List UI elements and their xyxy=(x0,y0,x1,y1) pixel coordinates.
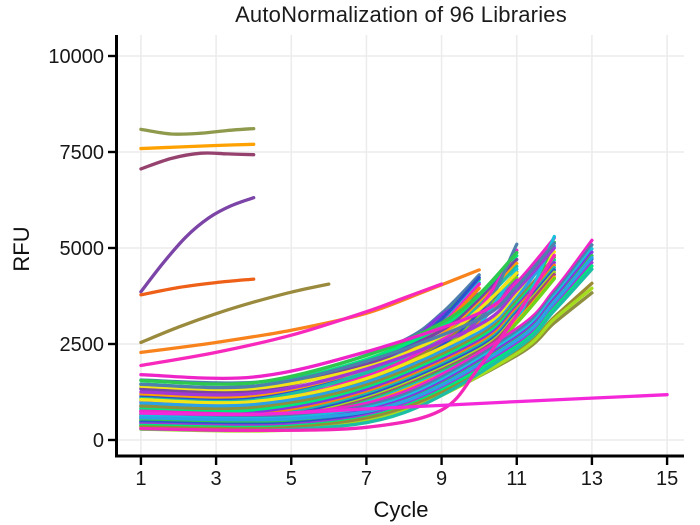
library-amplification-curve xyxy=(139,250,519,386)
x-axis-title: Cycle xyxy=(373,497,429,522)
library-amplification-curve xyxy=(139,236,556,380)
x-tick-label: 3 xyxy=(211,468,222,490)
library-amplification-curve xyxy=(139,282,444,368)
x-tick-label: 11 xyxy=(506,468,527,490)
library-amplification-curve xyxy=(139,255,594,422)
library-amplification-curve xyxy=(139,271,519,392)
library-amplification-curve xyxy=(139,253,556,433)
x-tick-label: 1 xyxy=(135,468,146,490)
x-tick-label: 15 xyxy=(656,468,678,490)
chart-title: AutoNormalization of 96 Libraries xyxy=(235,2,567,27)
library-amplification-curve xyxy=(139,282,331,345)
library-amplification-curve xyxy=(139,126,256,136)
library-amplification-curve xyxy=(139,244,556,408)
library-amplification-curve xyxy=(139,246,556,397)
library-amplification-curve xyxy=(139,243,594,419)
library-amplification-curve xyxy=(139,393,669,417)
library-amplification-curve xyxy=(139,250,556,405)
x-tick-label: 9 xyxy=(436,468,447,490)
x-tick-label: 7 xyxy=(361,468,372,490)
y-tick-label: 5000 xyxy=(60,238,105,260)
y-tick-label: 0 xyxy=(93,430,104,452)
y-tick-label: 7500 xyxy=(60,142,105,164)
library-amplification-curve xyxy=(139,257,519,394)
library-amplification-curve xyxy=(139,277,256,297)
x-tick-label: 5 xyxy=(286,468,297,490)
library-amplification-curve xyxy=(139,151,256,171)
library-amplification-curve xyxy=(139,241,556,390)
library-amplification-curve xyxy=(139,142,256,151)
y-tick-label: 10000 xyxy=(48,46,104,68)
library-amplification-curve xyxy=(139,255,556,411)
library-amplification-curve xyxy=(139,258,556,414)
y-tick-label: 2500 xyxy=(60,334,105,356)
x-tick-label: 13 xyxy=(581,468,603,490)
library-amplification-curve xyxy=(139,196,256,294)
